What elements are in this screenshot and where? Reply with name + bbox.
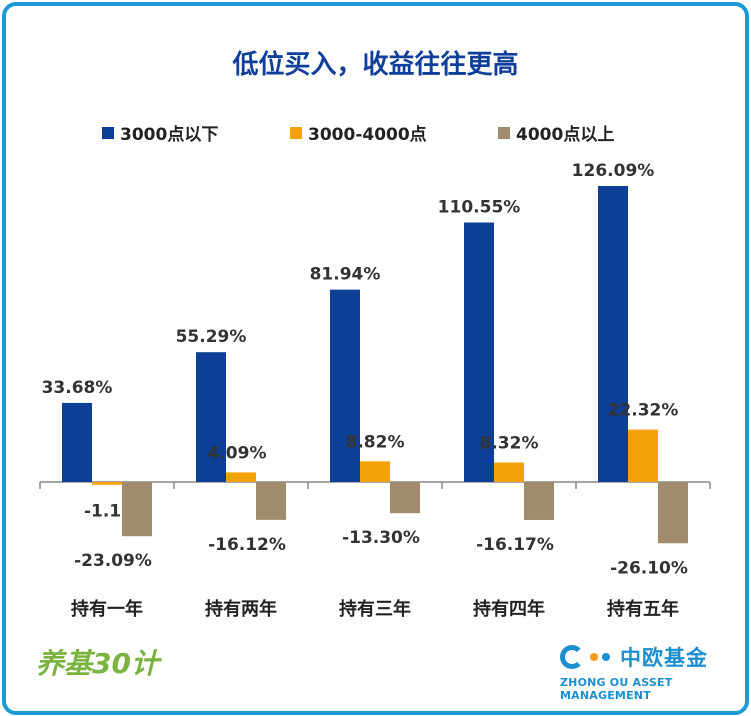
x-tick-label: 持有四年 <box>473 598 545 620</box>
data-label: 4.09% <box>208 443 267 463</box>
bar-3-1 <box>122 482 152 537</box>
bar-1-1 <box>62 402 92 482</box>
brand-logo-row: 中欧基金 <box>560 642 730 672</box>
data-label: -13.30% <box>342 528 420 548</box>
legend-swatch-series-1 <box>102 126 114 139</box>
brand-logo-left: 养基30计 <box>36 647 159 680</box>
bar-2-5 <box>628 429 658 482</box>
data-label: 33.68% <box>42 378 113 398</box>
legend-swatch-series-3 <box>498 126 510 139</box>
legend-label-series-3: 4000点以上 <box>516 125 615 145</box>
bar-1-5 <box>598 186 628 482</box>
brand-dot-icon <box>602 653 610 661</box>
data-label: 22.32% <box>608 401 679 421</box>
data-label: 110.55% <box>438 197 521 217</box>
legend-swatch-series-2 <box>290 126 302 139</box>
legend-label-series-1: 3000点以下 <box>120 125 219 145</box>
bar-3-2 <box>256 482 286 520</box>
x-tick-label: 持有五年 <box>607 598 679 620</box>
bar-3-3 <box>390 482 420 514</box>
chart-title: 低位买入，收益往往更高 <box>232 50 519 80</box>
x-tick-label: 持有两年 <box>205 598 277 620</box>
bar-1-3 <box>330 289 360 482</box>
bar-1-4 <box>464 222 494 483</box>
data-label: 8.32% <box>480 433 539 453</box>
x-tick-label: 持有三年 <box>339 598 411 620</box>
data-label: -16.12% <box>208 535 286 555</box>
legend-item-series-3: 4000点以上 <box>498 120 614 145</box>
legend: 3000点以下 3000-4000点 4000点以上 <box>0 120 751 145</box>
bar-2-1 <box>92 482 122 485</box>
legend-item-series-2: 3000-4000点 <box>290 120 427 145</box>
data-label: 8.82% <box>346 432 405 452</box>
brand-logo-right: 中欧基金 ZHONG OU ASSET MANAGEMENT <box>560 642 730 702</box>
bar-2-4 <box>494 462 524 482</box>
data-label: -16.17% <box>476 535 554 555</box>
data-label: 81.94% <box>310 265 381 285</box>
bar-3-5 <box>658 482 688 544</box>
data-label: -23.09% <box>74 551 152 571</box>
bar-3-4 <box>524 482 554 520</box>
bar-1-2 <box>196 352 226 482</box>
legend-item-series-1: 3000点以下 <box>102 120 218 145</box>
brand-c-icon <box>560 645 584 669</box>
bar-2-3 <box>360 461 390 482</box>
data-label: 55.29% <box>176 327 247 347</box>
data-label: -26.10% <box>610 558 688 578</box>
brand-dot-icon <box>590 653 598 661</box>
bar-2-2 <box>226 472 256 482</box>
x-tick-label: 持有一年 <box>71 598 143 620</box>
brand-name-en: ZHONG OU ASSET MANAGEMENT <box>560 676 673 702</box>
data-label: 126.09% <box>572 161 655 181</box>
brand-name-cn: 中欧基金 <box>620 646 708 670</box>
legend-label-series-2: 3000-4000点 <box>308 125 427 145</box>
